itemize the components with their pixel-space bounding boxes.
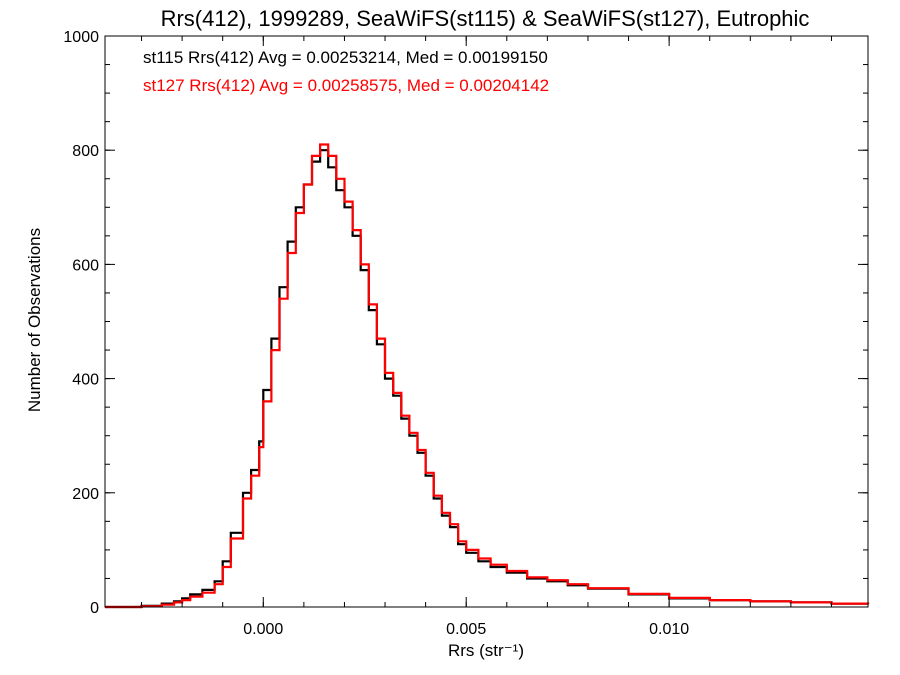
axes: 0.000 0.005 0.010 0 200 400 600 800 1000 [63, 29, 869, 638]
y-tick-label: 0 [90, 600, 99, 617]
y-tick-label: 1000 [63, 29, 99, 46]
y-axis-label: Number of Observations [25, 228, 44, 412]
x-tick-label: 0.000 [243, 621, 283, 638]
plot-area [105, 143, 870, 609]
legend-entry: st127 Rrs(412) Avg = 0.00258575, Med = 0… [143, 76, 549, 95]
series-line-st127 [105, 143, 870, 609]
x-tick-label: 0.005 [446, 621, 486, 638]
y-tick-label: 600 [72, 257, 99, 274]
chart-title: Rrs(412), 1999289, SeaWiFS(st115) & SeaW… [161, 6, 810, 31]
y-tick-label: 400 [72, 372, 99, 389]
legend-entry: st115 Rrs(412) Avg = 0.00253214, Med = 0… [143, 48, 548, 67]
x-axis-label: Rrs (str⁻¹) [448, 641, 524, 660]
y-tick-label: 800 [72, 143, 99, 160]
y-tick-label: 200 [72, 486, 99, 503]
legend: st115 Rrs(412) Avg = 0.00253214, Med = 0… [143, 48, 549, 95]
x-tick-label: 0.010 [649, 621, 689, 638]
